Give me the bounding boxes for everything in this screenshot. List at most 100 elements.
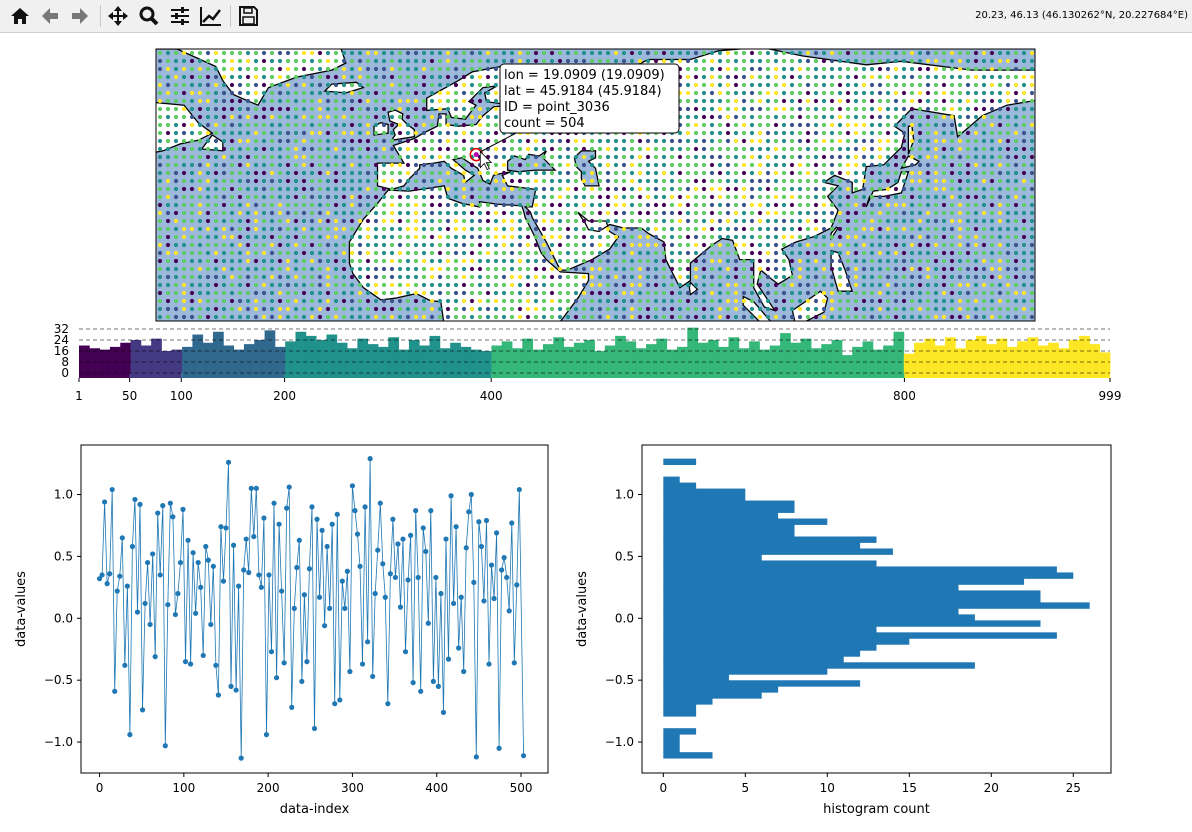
- map-point: [661, 186, 667, 192]
- map-point: [997, 186, 1003, 192]
- map-point: [333, 186, 339, 192]
- x-tick-label: 10: [820, 781, 835, 795]
- map-point: [1021, 178, 1027, 184]
- map-point: [1021, 234, 1027, 240]
- map-point: [1021, 50, 1027, 56]
- map-point: [357, 154, 363, 160]
- count-bar: [934, 345, 946, 373]
- map-point: [541, 50, 547, 56]
- data-point: [380, 561, 386, 567]
- map-point: [965, 274, 971, 280]
- map-point: [805, 282, 811, 288]
- map-point: [821, 194, 827, 200]
- map-point: [413, 258, 419, 264]
- map-point: [173, 122, 179, 128]
- configure-subplots-button[interactable]: [168, 4, 192, 28]
- map-point: [837, 298, 843, 304]
- zoom-button[interactable]: [137, 4, 161, 28]
- save-button[interactable]: [236, 4, 260, 28]
- map-point: [357, 210, 363, 216]
- data-point: [316, 594, 323, 600]
- map-point: [693, 266, 699, 272]
- map-point: [557, 290, 563, 296]
- map-point: [581, 186, 587, 192]
- map-point: [189, 266, 195, 272]
- map-point: [333, 314, 339, 320]
- map-point: [317, 306, 323, 312]
- map-point: [397, 290, 403, 296]
- map-point: [653, 138, 659, 144]
- map-point: [365, 146, 371, 152]
- map-point: [405, 58, 411, 64]
- map-point: [1021, 218, 1027, 224]
- map-point: [765, 74, 771, 80]
- map-point: [1021, 58, 1027, 64]
- map-point: [557, 170, 563, 176]
- map-point: [389, 146, 395, 152]
- map-point: [749, 298, 755, 304]
- map-point: [813, 274, 819, 280]
- data-point: [218, 524, 224, 530]
- map-point: [349, 186, 355, 192]
- map-point: [541, 146, 547, 152]
- map-point: [821, 66, 827, 72]
- map-point: [437, 50, 443, 56]
- map-point: [397, 74, 403, 80]
- map-point: [1005, 90, 1011, 96]
- count-bar: [707, 340, 719, 373]
- map-point: [453, 90, 459, 96]
- pan-button[interactable]: [106, 4, 130, 28]
- map-point: [293, 50, 299, 56]
- data-point: [144, 559, 151, 566]
- map-point: [973, 202, 979, 208]
- map-point: [349, 90, 355, 96]
- histogram-bar: [663, 728, 697, 735]
- map-point: [925, 90, 931, 96]
- map-point: [485, 66, 491, 72]
- map-point: [717, 146, 723, 152]
- map-point: [781, 66, 787, 72]
- map-point: [573, 266, 579, 272]
- map-point: [509, 258, 515, 264]
- map-point: [181, 202, 187, 208]
- map-point: [157, 282, 163, 288]
- line-plot-axes[interactable]: 0 100 200 300 400 500−1.0−0.50.00.51.0data-in…: [14, 444, 549, 817]
- back-button[interactable]: [38, 4, 62, 28]
- map-point: [605, 298, 611, 304]
- map-point: [757, 202, 763, 208]
- map-point: [813, 194, 819, 200]
- data-point: [420, 525, 426, 531]
- map-point: [965, 66, 971, 72]
- forward-button[interactable]: [68, 4, 92, 28]
- map-point: [813, 170, 819, 176]
- map-point: [589, 50, 595, 56]
- map-point: [749, 138, 755, 144]
- map-point: [237, 98, 243, 104]
- count-bar: [1037, 345, 1049, 373]
- map-point: [437, 98, 443, 104]
- map-point: [749, 210, 755, 216]
- map-point: [805, 274, 811, 280]
- map-point: [813, 314, 819, 320]
- map-point: [669, 218, 675, 224]
- map-point: [717, 162, 723, 168]
- edit-axes-button[interactable]: [199, 4, 223, 28]
- map-point: [965, 154, 971, 160]
- map-point: [941, 306, 947, 312]
- map-point: [205, 170, 211, 176]
- map-point: [765, 258, 771, 264]
- map-point: [973, 130, 979, 136]
- map-point: [949, 98, 955, 104]
- map-point: [733, 274, 739, 280]
- home-button[interactable]: [8, 4, 32, 28]
- x-tick-label: 200: [273, 389, 296, 403]
- map-point: [893, 178, 899, 184]
- map-point: [557, 138, 563, 144]
- map-point: [981, 178, 987, 184]
- map-point: [877, 58, 883, 64]
- map-point: [677, 58, 683, 64]
- map-point: [685, 58, 691, 64]
- map-point: [797, 242, 803, 248]
